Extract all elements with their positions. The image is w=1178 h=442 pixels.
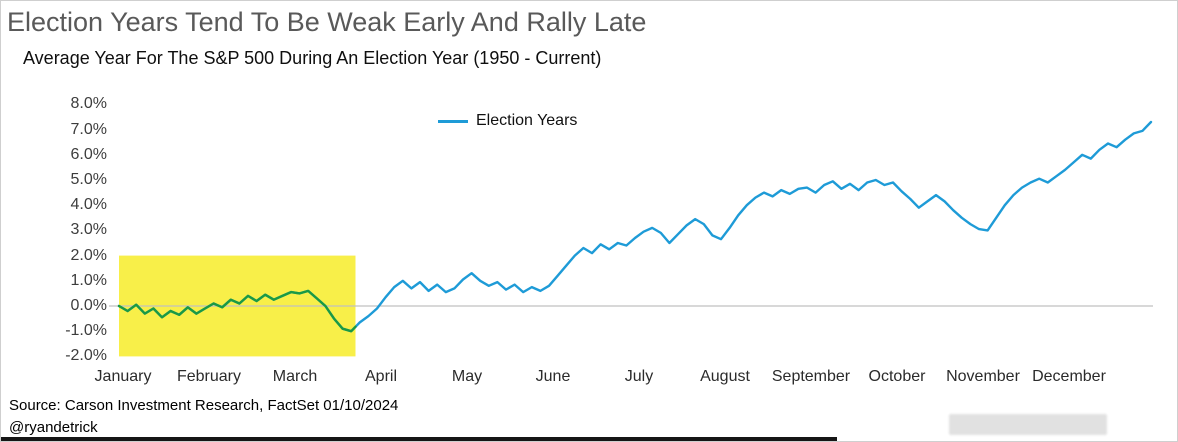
watermark-redacted-blur [949,414,1107,435]
legend: Election Years [438,112,577,130]
y-tick-label: 4.0% [70,196,107,214]
x-tick-label: September [771,368,851,385]
y-tick-label: 8.0% [70,95,107,113]
x-tick-label: August [700,368,750,385]
y-tick-label: 2.0% [70,246,107,264]
x-tick-label: February [176,368,242,385]
y-tick-label: -2.0% [65,347,107,365]
x-tick-label: December [1032,368,1106,385]
y-tick-label: 6.0% [70,145,107,163]
x-tick-label: July [624,368,654,385]
y-tick-label: -1.0% [65,322,107,340]
source-credit: Source: Carson Investment Research, Fact… [9,397,399,414]
y-tick-label: 1.0% [70,271,107,289]
y-tick-label: 0.0% [70,297,107,314]
y-tick-label: 5.0% [70,171,107,188]
x-tick-label: April [364,368,398,385]
y-tick-label: 3.0% [70,221,107,239]
x-tick-label: June [535,368,571,385]
x-tick-label: March [272,368,318,385]
bottom-border-bar [1,437,837,441]
chart-subtitle: Average Year For The S&P 500 During An E… [23,48,602,68]
x-tick-label: November [946,368,1020,385]
legend-line-swatch [438,119,468,123]
y-tick-label: 7.0% [70,120,107,138]
author-handle: @ryandetrick [9,419,98,436]
page-title: Election Years Tend To Be Weak Early And… [7,7,647,37]
x-tick-label: January [94,368,152,385]
legend-label: Election Years [476,112,578,129]
x-tick-label: October [868,368,926,385]
x-tick-label: May [451,368,483,385]
